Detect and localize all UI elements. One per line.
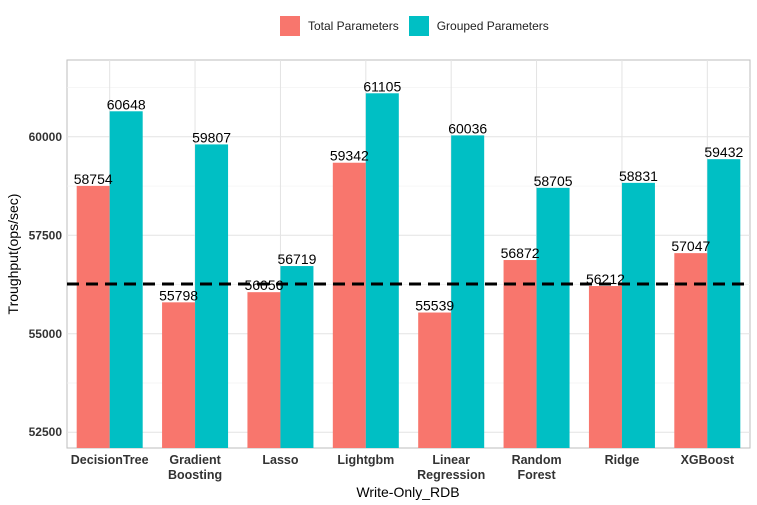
data-label: 56212 — [586, 271, 625, 287]
y-tick-label: 57500 — [29, 228, 63, 242]
y-axis-title: Troughput(ops/sec) — [5, 194, 21, 315]
bar-total-parameters — [247, 292, 281, 448]
data-label: 60036 — [448, 120, 487, 136]
legend: Total Parameters Grouped Parameters — [280, 16, 559, 36]
bar-total-parameters — [674, 253, 708, 448]
bar-total-parameters — [76, 185, 110, 449]
data-label: 59432 — [704, 144, 743, 160]
data-label: 58705 — [534, 173, 573, 189]
data-label: 55798 — [159, 287, 198, 303]
x-tick-label: DecisionTree — [71, 453, 149, 467]
bar-grouped-parameters — [109, 111, 143, 449]
legend-item-total: Total Parameters — [280, 16, 399, 36]
data-label: 56872 — [501, 245, 540, 261]
data-label: 61105 — [363, 78, 401, 94]
x-tick-label: Ridge — [605, 453, 640, 467]
data-label: 59342 — [330, 148, 369, 164]
bar-total-parameters — [162, 302, 196, 448]
y-tick-label: 52500 — [29, 425, 63, 439]
bar-total-parameters — [418, 312, 452, 448]
x-tick-label: Lasso — [262, 453, 298, 467]
bar-total-parameters — [588, 286, 622, 448]
data-label: 58754 — [74, 171, 113, 187]
x-tick-label: Linear Regression — [417, 453, 485, 482]
legend-item-grouped: Grouped Parameters — [408, 16, 549, 36]
data-label: 60648 — [107, 96, 146, 112]
x-tick-label: XGBoost — [681, 453, 735, 467]
bar-grouped-parameters — [621, 182, 655, 448]
legend-swatch-total — [280, 16, 300, 36]
y-tick-label: 55000 — [29, 327, 63, 341]
data-label: 57047 — [671, 238, 710, 254]
bar-grouped-parameters — [536, 187, 570, 448]
bar-grouped-parameters — [707, 159, 741, 448]
bar-total-parameters — [332, 162, 366, 448]
bar-grouped-parameters — [451, 135, 485, 448]
x-axis-title: Write-Only_RDB — [356, 484, 459, 500]
bar-total-parameters — [503, 260, 537, 448]
x-tick-label: Gradient Boosting — [168, 453, 222, 482]
legend-swatch-grouped — [408, 16, 429, 36]
x-tick-label: Random Forest — [512, 453, 562, 482]
y-tick-label: 60000 — [29, 130, 63, 144]
data-label: 55539 — [415, 298, 454, 314]
data-label: 58831 — [619, 168, 658, 184]
legend-label-total: Total Parameters — [308, 19, 399, 33]
data-label: 56719 — [277, 251, 316, 267]
legend-label-grouped: Grouped Parameters — [436, 19, 549, 33]
data-label: 59807 — [192, 129, 231, 145]
bar-grouped-parameters — [195, 144, 229, 448]
bar-grouped-parameters — [280, 266, 314, 448]
x-tick-label: Lightgbm — [337, 453, 394, 467]
bar-grouped-parameters — [365, 93, 399, 448]
